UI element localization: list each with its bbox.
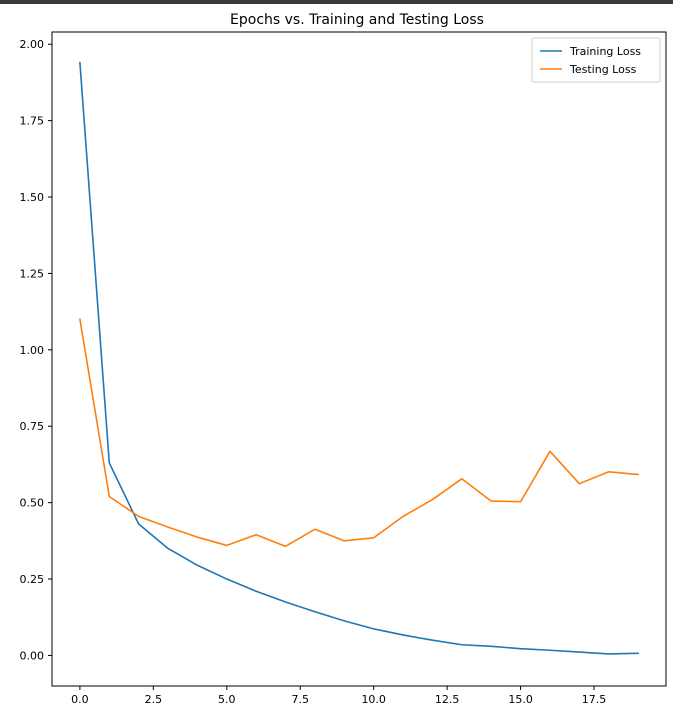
testing-loss-line <box>78 318 639 548</box>
y-tick-label: 0.50 <box>20 497 45 510</box>
x-tick-label: 2.5 <box>145 693 163 706</box>
y-tick-label: 1.50 <box>20 191 45 204</box>
window-top-bar <box>0 0 673 4</box>
x-tick-label: 15.0 <box>508 693 533 706</box>
x-tick-label: 7.5 <box>291 693 309 706</box>
legend-box <box>531 37 661 83</box>
x-tick-label: 0.0 <box>71 693 89 706</box>
y-tick-label: 0.00 <box>20 649 45 662</box>
y-tick-label: 1.75 <box>20 115 45 128</box>
legend-label-testing-loss: Testing Loss <box>569 63 637 76</box>
y-tick-label: 0.75 <box>20 420 45 433</box>
axes-frame <box>51 31 667 687</box>
x-tick-label: 17.5 <box>582 693 607 706</box>
x-tick-label: 10.0 <box>361 693 386 706</box>
x-tick-label: 12.5 <box>435 693 460 706</box>
y-tick-label: 2.00 <box>20 38 45 51</box>
y-tick-label: 0.25 <box>20 573 45 586</box>
legend-label-training-loss: Training Loss <box>569 45 641 58</box>
legend: Training Loss Testing Loss <box>531 37 661 83</box>
y-tick-label: 1.00 <box>20 344 45 357</box>
chart-title: Epochs vs. Training and Testing Loss <box>230 12 484 28</box>
training-loss-line <box>79 61 639 655</box>
x-tick-label: 5.0 <box>218 693 236 706</box>
y-tick-label: 1.25 <box>20 267 45 280</box>
plot-area: 0.00 0.25 0.50 0.75 1.00 1.25 1.50 1.75 2.00 0.0 2… <box>20 31 667 706</box>
